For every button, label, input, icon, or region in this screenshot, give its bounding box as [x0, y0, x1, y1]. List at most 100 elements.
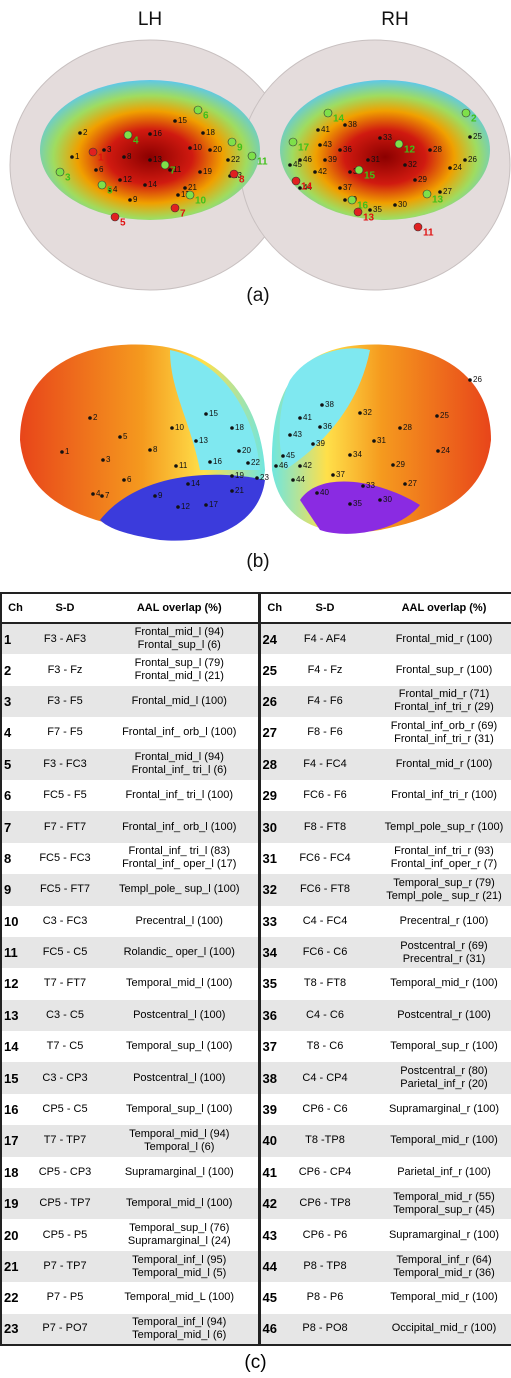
- channel-dot: [338, 148, 342, 152]
- source-detector: FC5 - F5: [43, 789, 87, 802]
- channel-label: 29: [396, 460, 405, 469]
- brain-activation: [280, 80, 490, 220]
- channel-label: 13: [199, 436, 208, 445]
- aal-line: Supramarginal_r (100): [388, 1103, 500, 1116]
- aal-overlap: Postcentral_r (69) Precentral_r (31): [361, 937, 511, 968]
- channel-dot: [348, 453, 352, 457]
- optode: [347, 195, 357, 205]
- optode: [170, 203, 180, 213]
- aal-line: Frontal_mid_r (100): [395, 757, 493, 770]
- channel: 46: [257, 1313, 289, 1345]
- aal-overlap: Postcentral_l (100): [101, 1062, 259, 1093]
- table-row: 9 FC5 - FT7 Templ_pole_ sup_l (100) 32 FC6 -…: [1, 874, 511, 906]
- channel-label: 43: [323, 140, 332, 149]
- aal-overlap: Frontal_inf_ orb_l (100): [101, 811, 259, 842]
- optode: [291, 176, 301, 186]
- channel: 37: [257, 1031, 289, 1063]
- channel: 20: [4, 1227, 19, 1243]
- channel-dot: [313, 170, 317, 174]
- channel: 22: [4, 1290, 19, 1306]
- channel: 25: [257, 654, 289, 686]
- channel-label: 16: [213, 457, 222, 466]
- channel-label: 41: [321, 125, 330, 134]
- source-detector: FC5 - FC3: [39, 851, 91, 864]
- channel-dot: [338, 186, 342, 190]
- channel-label: 5: [123, 432, 128, 441]
- source-detector: F3 - Fz: [47, 663, 83, 676]
- aal-line: Frontal_inf_orb_r (69): [390, 719, 498, 732]
- channel-label: 38: [325, 400, 334, 409]
- source-detector: P7 - TP7: [43, 1260, 87, 1272]
- aal-line: Frontal_sup_r (100): [395, 663, 493, 676]
- channel: 45: [257, 1282, 289, 1314]
- aal-line: Frontal_sup_l (79): [134, 657, 224, 670]
- channel-label: 21: [235, 486, 244, 495]
- channel-dot: [208, 148, 212, 152]
- optode-label: 2: [471, 114, 477, 125]
- table-row: 15 C3 - CP3 Postcentral_l (100) 38 C4 - CP4 P…: [1, 1062, 511, 1094]
- channel-dot: [183, 186, 187, 190]
- channel: 36: [257, 999, 289, 1032]
- optode-label: 16: [357, 201, 369, 212]
- channel-label: 27: [443, 187, 452, 196]
- channel: 35: [257, 968, 289, 1000]
- channel-label: 16: [153, 129, 162, 138]
- aal-line: Postcentral_l (100): [133, 1071, 226, 1084]
- optode-label: 9: [237, 143, 243, 154]
- aal-overlap: Temporal_inf_r (64) Temporal_mid_r (36): [361, 1251, 511, 1282]
- table: Ch S-D AAL overlap (%) Ch S-D AAL overla…: [0, 592, 511, 1346]
- source-detector: P8 - TP8: [303, 1260, 347, 1272]
- aal-overlap: Temporal_inf_l (95) Temporal_mid_l (5): [101, 1251, 259, 1282]
- optode-label: 3: [65, 173, 71, 184]
- channel-label: 29: [418, 175, 427, 184]
- channel: 7: [4, 819, 12, 835]
- channel: 8: [4, 850, 12, 866]
- channel-label: 37: [336, 470, 345, 479]
- channel-dot: [281, 454, 285, 458]
- channel-dot: [60, 450, 64, 454]
- aal-overlap: Frontal_mid_l (94) Frontal_inf_ tri_l (6): [101, 749, 259, 780]
- source-detector: P8 - P6: [306, 1291, 344, 1304]
- aal-line: Postcentral_l (100): [133, 1008, 226, 1021]
- channel-label: 1: [65, 447, 70, 456]
- optode-label: 8: [239, 175, 245, 186]
- aal-overlap: Temporal_sup_l (76) Supramarginal_l (24): [101, 1219, 259, 1250]
- channel-label: 19: [203, 167, 212, 176]
- aal-overlap: Temporal_sup_l (100): [101, 1094, 259, 1125]
- channel-dot: [174, 464, 178, 468]
- brain-surface: [100, 474, 265, 541]
- channel-label: 30: [383, 495, 392, 504]
- channel-dot: [320, 403, 324, 407]
- aal-line: Frontal_inf_tri_r (31): [394, 732, 494, 745]
- aal-line: Templ_pole_ sup_l (100): [119, 883, 240, 896]
- source-detector: FC6 - FT8: [299, 883, 351, 896]
- aal-line: Templ_pole_ sup_r (21): [386, 889, 502, 902]
- channel-dot: [291, 478, 295, 482]
- channel-dot: [118, 178, 122, 182]
- channel-label: 33: [383, 133, 392, 142]
- channel-dot: [168, 168, 172, 172]
- source-detector: CP6 - P6: [302, 1228, 348, 1241]
- channel-label: 37: [343, 183, 352, 192]
- source-detector: F4 - F6: [307, 694, 343, 707]
- aal-line: Temporal_mid_L (100): [124, 1291, 235, 1304]
- aal-line: Precentral_r (31): [402, 952, 486, 965]
- channel-label: 4: [96, 489, 101, 498]
- channel-label: 25: [440, 411, 449, 420]
- channel: 18: [4, 1164, 19, 1180]
- channel-label: 14: [148, 180, 157, 189]
- channel-dot: [463, 158, 467, 162]
- channel-dot: [198, 170, 202, 174]
- aal-line: Temporal_mid_r (100): [390, 1134, 498, 1147]
- optode: [55, 167, 65, 177]
- header: S-D: [29, 593, 101, 624]
- channel-label: 27: [408, 479, 417, 488]
- channel-dot: [91, 492, 95, 496]
- channel: 42: [257, 1188, 289, 1220]
- source-detector: T7 - C5: [46, 1040, 84, 1053]
- panel-title: RH: [381, 9, 408, 30]
- source-detector: C3 - C5: [46, 1008, 84, 1021]
- aal-line: Supramarginal_l (24): [127, 1235, 231, 1248]
- channel-label: 32: [363, 408, 372, 417]
- table-row: 21 P7 - TP7 Temporal_inf_l (95) Temporal_mi…: [1, 1250, 511, 1283]
